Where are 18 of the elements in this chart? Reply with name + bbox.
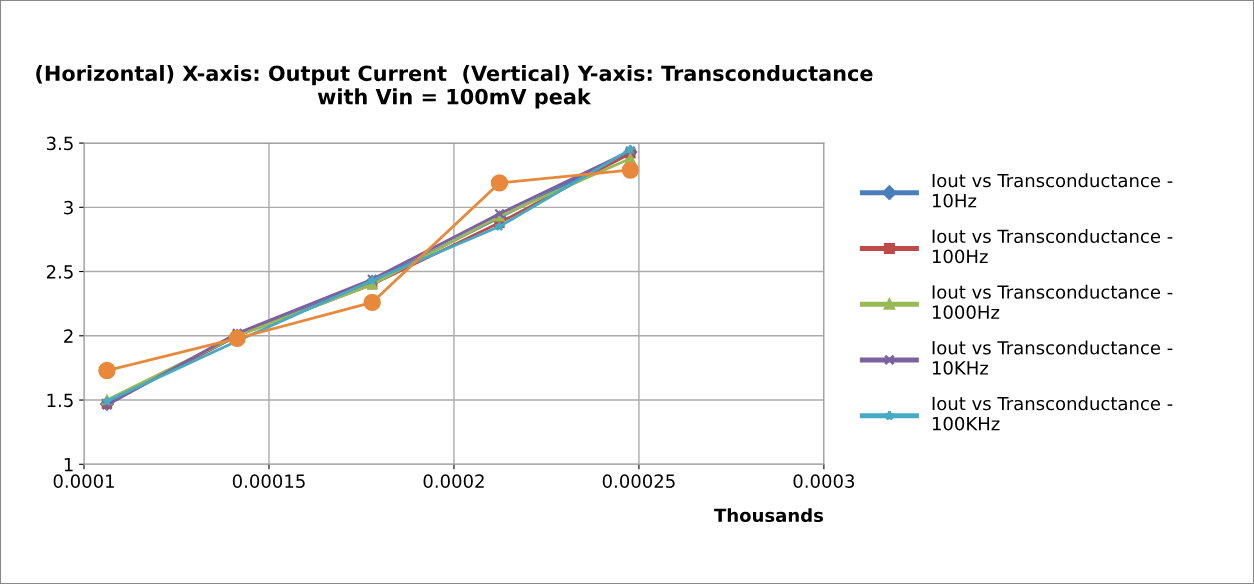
x-axis-title: Thousands [714, 508, 824, 523]
legend-label: Iout vs Transconductance - 100Hz [932, 229, 1173, 264]
legend-label: Iout vs Transconductance - 10KHz [932, 340, 1173, 375]
legend-label: Iout vs Transconductance - 100KHz [932, 396, 1173, 431]
x-tick-label: 0.00015 [232, 474, 305, 488]
legend-label: Iout vs Transconductance - 1000Hz [932, 284, 1173, 320]
legend-label: Iout vs Transconductance - 10Hz [932, 173, 1173, 208]
x-tick-label: 0.0003 [793, 474, 855, 488]
chart-title: (Horizontal) X-axis: Output Current (Vertical) Y-axis: Transconductance with Vin = 100mV peak [36, 65, 873, 109]
y-tick-label: 3.5 [46, 136, 73, 151]
x-tick-label: 0.0002 [423, 474, 484, 488]
y-tick-label: 1 [64, 457, 73, 472]
y-tick-label: 2 [64, 329, 73, 343]
y-tick-label: 1.5 [47, 393, 73, 408]
y-tick-label: 3 [64, 200, 73, 215]
x-tick-label: 0.00025 [602, 474, 675, 488]
x-tick-label: 0.0001 [53, 474, 114, 488]
y-tick-label: 2.5 [46, 265, 73, 279]
